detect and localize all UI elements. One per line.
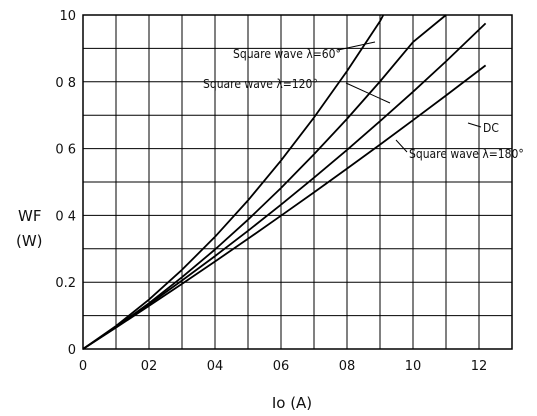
- series-annotation: DC: [483, 121, 499, 135]
- x-tick-label: 08: [339, 359, 356, 374]
- x-tick-label: 06: [273, 359, 290, 374]
- y-tick-label: 0 8: [55, 76, 76, 91]
- annotation-leader: [467, 122, 482, 128]
- y-tick-label: 0.2: [55, 276, 76, 291]
- x-tick-label: 02: [141, 359, 158, 374]
- series-line: [82, 14, 385, 350]
- x-tick-label: 04: [207, 359, 224, 374]
- series-line: [82, 22, 487, 350]
- x-tick-label: 0: [79, 359, 87, 374]
- grid: [83, 15, 512, 349]
- series-annotation: Square wave λ=120°: [203, 77, 318, 91]
- annotation-leader: [395, 139, 408, 153]
- series-annotation: Square wave λ=60°: [233, 47, 341, 61]
- y-tick-label: 0 4: [55, 209, 76, 224]
- annotation-leaders: [337, 41, 482, 153]
- x-tick-label: 12: [471, 359, 488, 374]
- annotation-leader: [337, 41, 376, 51]
- y-axis-title: WF: [18, 207, 41, 225]
- tick-labels: 0 02 04 06 08 10 12 0 0.2 0 4 0 6 0 8 10: [55, 9, 487, 374]
- series-lines: [82, 14, 487, 350]
- x-tick-label: 10: [405, 359, 422, 374]
- y-tick-label: 0 6: [55, 143, 76, 158]
- series-annotation: Square wave λ=180°: [409, 147, 524, 161]
- x-axis-title: Io (A): [272, 394, 312, 412]
- y-tick-label: 10: [59, 9, 76, 24]
- plot-frame: [82, 14, 513, 350]
- y-axis-unit: (W): [16, 232, 43, 250]
- y-tick-label: 0: [68, 343, 76, 358]
- series-line: [82, 64, 487, 350]
- annotations: Square wave λ=60° Square wave λ=120° DC Squ…: [203, 47, 524, 161]
- annotation-leader: [345, 82, 391, 104]
